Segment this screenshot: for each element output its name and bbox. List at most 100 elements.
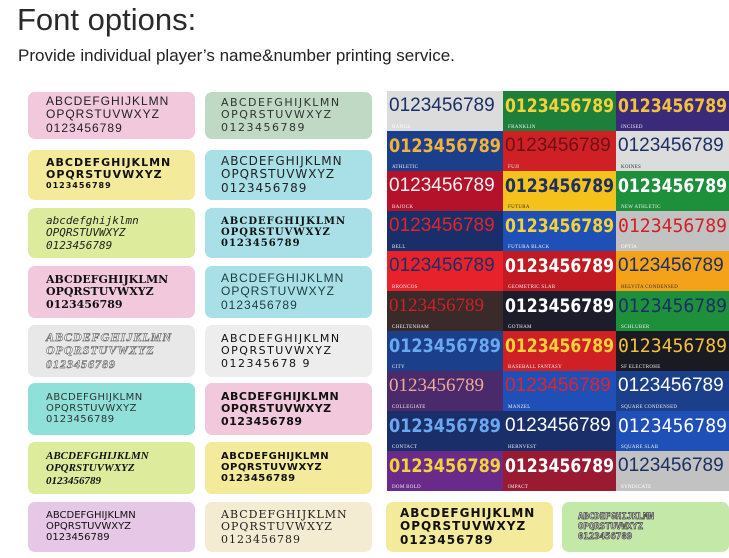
font-name-label: NEW ATHLETIC xyxy=(621,205,661,210)
font-name-label: KOINES xyxy=(621,165,642,170)
font-sample-line: 0123456789 xyxy=(46,414,115,426)
font-sample-line: 0123456789 xyxy=(221,238,301,250)
font-sample-line: OPQRSTUVWXYZ xyxy=(578,522,644,533)
number-font-cell: 0123456789 SQUARE SLAB xyxy=(616,411,729,451)
font-sample-line: ABCDEFGHIJKLMN xyxy=(46,273,169,286)
font-sample-line: ABCDEFGHIJKLMN xyxy=(221,332,341,345)
number-sample: 0123456789 xyxy=(618,255,724,276)
font-name-label: FUTURA BLACK xyxy=(508,245,550,250)
font-name-label: HERNVEST xyxy=(508,445,537,450)
font-sample-line: ABCDEFGHIJKLMN xyxy=(46,156,172,169)
number-font-cell: 0123456789 NEW ATHLETIC xyxy=(616,171,729,211)
number-font-cell: 0123456789 COLLEGIATE xyxy=(387,371,503,411)
font-sample-line: OPQRSTUVWXYZ xyxy=(46,462,135,475)
number-sample: 0123456789 xyxy=(505,415,611,436)
number-sample: 0123456789 xyxy=(389,455,501,477)
number-sample: 0123456789 xyxy=(505,375,611,396)
font-sample-2: ABCDEFGHIJKLMN OPQRSTUVWXYZ 0123456789 xyxy=(205,92,372,139)
font-sample-line: 0123456789 xyxy=(221,297,298,312)
font-sample-line: ABCDEFGHIJKLMN xyxy=(221,390,340,403)
number-sample: 0123456789 xyxy=(505,215,614,237)
font-sample-line: ABCDEFGHIJKLMN xyxy=(46,392,143,403)
number-font-cell: 0123456789 MANZEL xyxy=(503,371,616,411)
font-sample-line: OPQRSTUVWXYZ xyxy=(221,344,333,358)
number-font-cell: 0123456789 BAJOCK xyxy=(387,171,503,211)
font-sample-11: ABCDEFGHIJKLMN OPQRSTUVWXYZ 0123456789 xyxy=(28,383,195,435)
font-sample-line: OPQRSTUVWXYZ xyxy=(46,285,154,299)
font-sample-line: ABCDEFGHIJKLMN xyxy=(221,154,343,168)
font-sample-line: ABCDEFGHIJKLMN xyxy=(221,216,347,227)
number-sample: 0123456789 xyxy=(618,135,724,156)
font-sample-line: OPQRSTUVWXYZ xyxy=(221,462,323,474)
font-sample-line: ABCDEFGHIJKLMN xyxy=(46,450,149,462)
font-name-label: CITY xyxy=(392,365,405,370)
font-sample-line: OPQRSTUVWXYZ xyxy=(46,521,132,533)
number-sample: 0123456789 xyxy=(505,295,614,317)
page-subtitle: Provide individual player’s name&number … xyxy=(18,46,455,65)
font-name-label: SYNDICATE xyxy=(621,485,652,490)
font-sample-line: OPQRSTUVWXYZ xyxy=(400,519,527,534)
number-font-cell: 0123456789 HELVITA CONDENSED xyxy=(616,251,729,291)
font-sample-7: ABCDEFGHIJKLMN OPQRSTUVWXYZ 0123456789 xyxy=(28,266,195,318)
font-name-label: SQUARE CONDENSED xyxy=(621,405,678,410)
font-sample-line: ABCDEFGHIJKLMN xyxy=(46,330,173,345)
number-font-cell: 0123456789 DOM BOLD xyxy=(387,451,503,491)
number-font-cell: 0123456789 BELL xyxy=(387,211,503,251)
font-sample-line: 0123456789 xyxy=(400,532,494,547)
font-name-label: MANZEL xyxy=(508,405,531,410)
number-font-cell: 0123456789 OPTIA xyxy=(616,211,729,251)
font-sample-14: ABCDEFGHIJKLMN OPQRSTUVWXYZ 0123456789 xyxy=(205,442,372,494)
font-sample-17: ABCDEFGHIJKLMN OPQRSTUVWXYZ 0123456789 xyxy=(386,502,553,552)
font-sample-line: ABCDEFGHIJKLMN xyxy=(46,510,136,521)
number-font-cell: 0123456789 BANGS xyxy=(387,91,503,131)
number-font-cell: 0123456789 SCHLUBER xyxy=(616,291,729,331)
number-font-cell: 0123456789 SF ELECTROHE xyxy=(616,331,729,371)
number-sample: 0123456789 xyxy=(618,215,727,237)
font-sample-line: OPQRSTUVWXYZ xyxy=(221,108,333,122)
number-font-cell: 0123456789 HERNVEST xyxy=(503,411,616,451)
number-font-cell: 0123456789 SYNDICATE xyxy=(616,451,729,491)
number-font-cell: 0123456789 CHELTENHAM xyxy=(387,291,503,331)
font-sample-line: 0123456789 xyxy=(221,473,296,485)
font-name-label: GEOMETRIC SLAB xyxy=(508,285,556,290)
number-sample: 0123456789 xyxy=(618,455,724,476)
number-sample: 0123456789 xyxy=(389,255,495,276)
font-sample-line: ABCDEFGHIJKLMN xyxy=(46,94,170,108)
number-sample: 0123456789 xyxy=(618,415,727,437)
font-name-label: SF ELECTROHE xyxy=(621,365,661,370)
font-sample-15: ABCDEFGHIJKLMN OPQRSTUVWXYZ 0123456789 xyxy=(28,502,195,552)
font-sample-line: 0123456789 xyxy=(578,532,633,543)
font-sample-9: ABCDEFGHIJKLMN OPQRSTUVWXYZ 0123456789 xyxy=(28,325,195,377)
font-sample-line: 0123456789 xyxy=(46,120,123,135)
font-sample-line: OPQRSTUVWXYZ xyxy=(46,343,155,358)
number-sample: 0123456789 xyxy=(389,95,495,116)
font-sample-line: OPQRSTUVWXYZ xyxy=(221,284,336,299)
number-sample: 0123456789 xyxy=(389,375,484,396)
font-sample-line: ABCDEFGHIJKLMN xyxy=(221,508,348,521)
font-name-label: BELL xyxy=(392,245,406,250)
font-sample-line: 0123456789 xyxy=(46,474,101,487)
number-font-cell: 0123456789 FUTURA xyxy=(503,171,616,211)
font-sample-5: abcdefghijklmn OPQRSTUVWXYZ 0123456789 xyxy=(28,208,195,258)
font-sample-line: OPQRSTUVWXYZ xyxy=(46,403,138,415)
number-sample: 0123456789 xyxy=(505,255,614,277)
number-sample: 0123456789 xyxy=(389,415,501,437)
font-sample-18: ABCDEFGHIJKLMN OPQRSTUVWXYZ 0123456789 xyxy=(562,502,729,552)
font-sample-line: 0123456789 xyxy=(46,356,116,372)
font-sample-line: 0123456789 xyxy=(46,180,112,190)
number-font-cell: 0123456789 INCISED xyxy=(616,91,729,131)
font-sample-line: ABCDEFGHIJKLMN xyxy=(221,451,330,462)
number-sample: 0123456789 xyxy=(618,295,727,317)
number-font-cell: 0123456789 BRONCOS xyxy=(387,251,503,291)
number-sample: 0123456789 xyxy=(505,335,614,357)
number-sample: 0123456789 xyxy=(505,455,614,477)
number-font-cell: 0123456789 KOINES xyxy=(616,131,729,171)
font-sample-line: OPQRSTUVWXYZ xyxy=(221,167,336,182)
font-sample-line: abcdefghijklmn xyxy=(46,214,139,227)
font-name-label: BRONCOS xyxy=(392,285,418,290)
font-sample-6: ABCDEFGHIJKLMN OPQRSTUVWXYZ 0123456789 xyxy=(205,208,372,258)
font-name-label: BAJOCK xyxy=(392,205,414,210)
font-sample-line: ABCDEFGHIJKLMN xyxy=(221,271,345,285)
number-sample: 0123456789 xyxy=(505,95,614,117)
number-sample: 0123456789 xyxy=(389,295,484,316)
